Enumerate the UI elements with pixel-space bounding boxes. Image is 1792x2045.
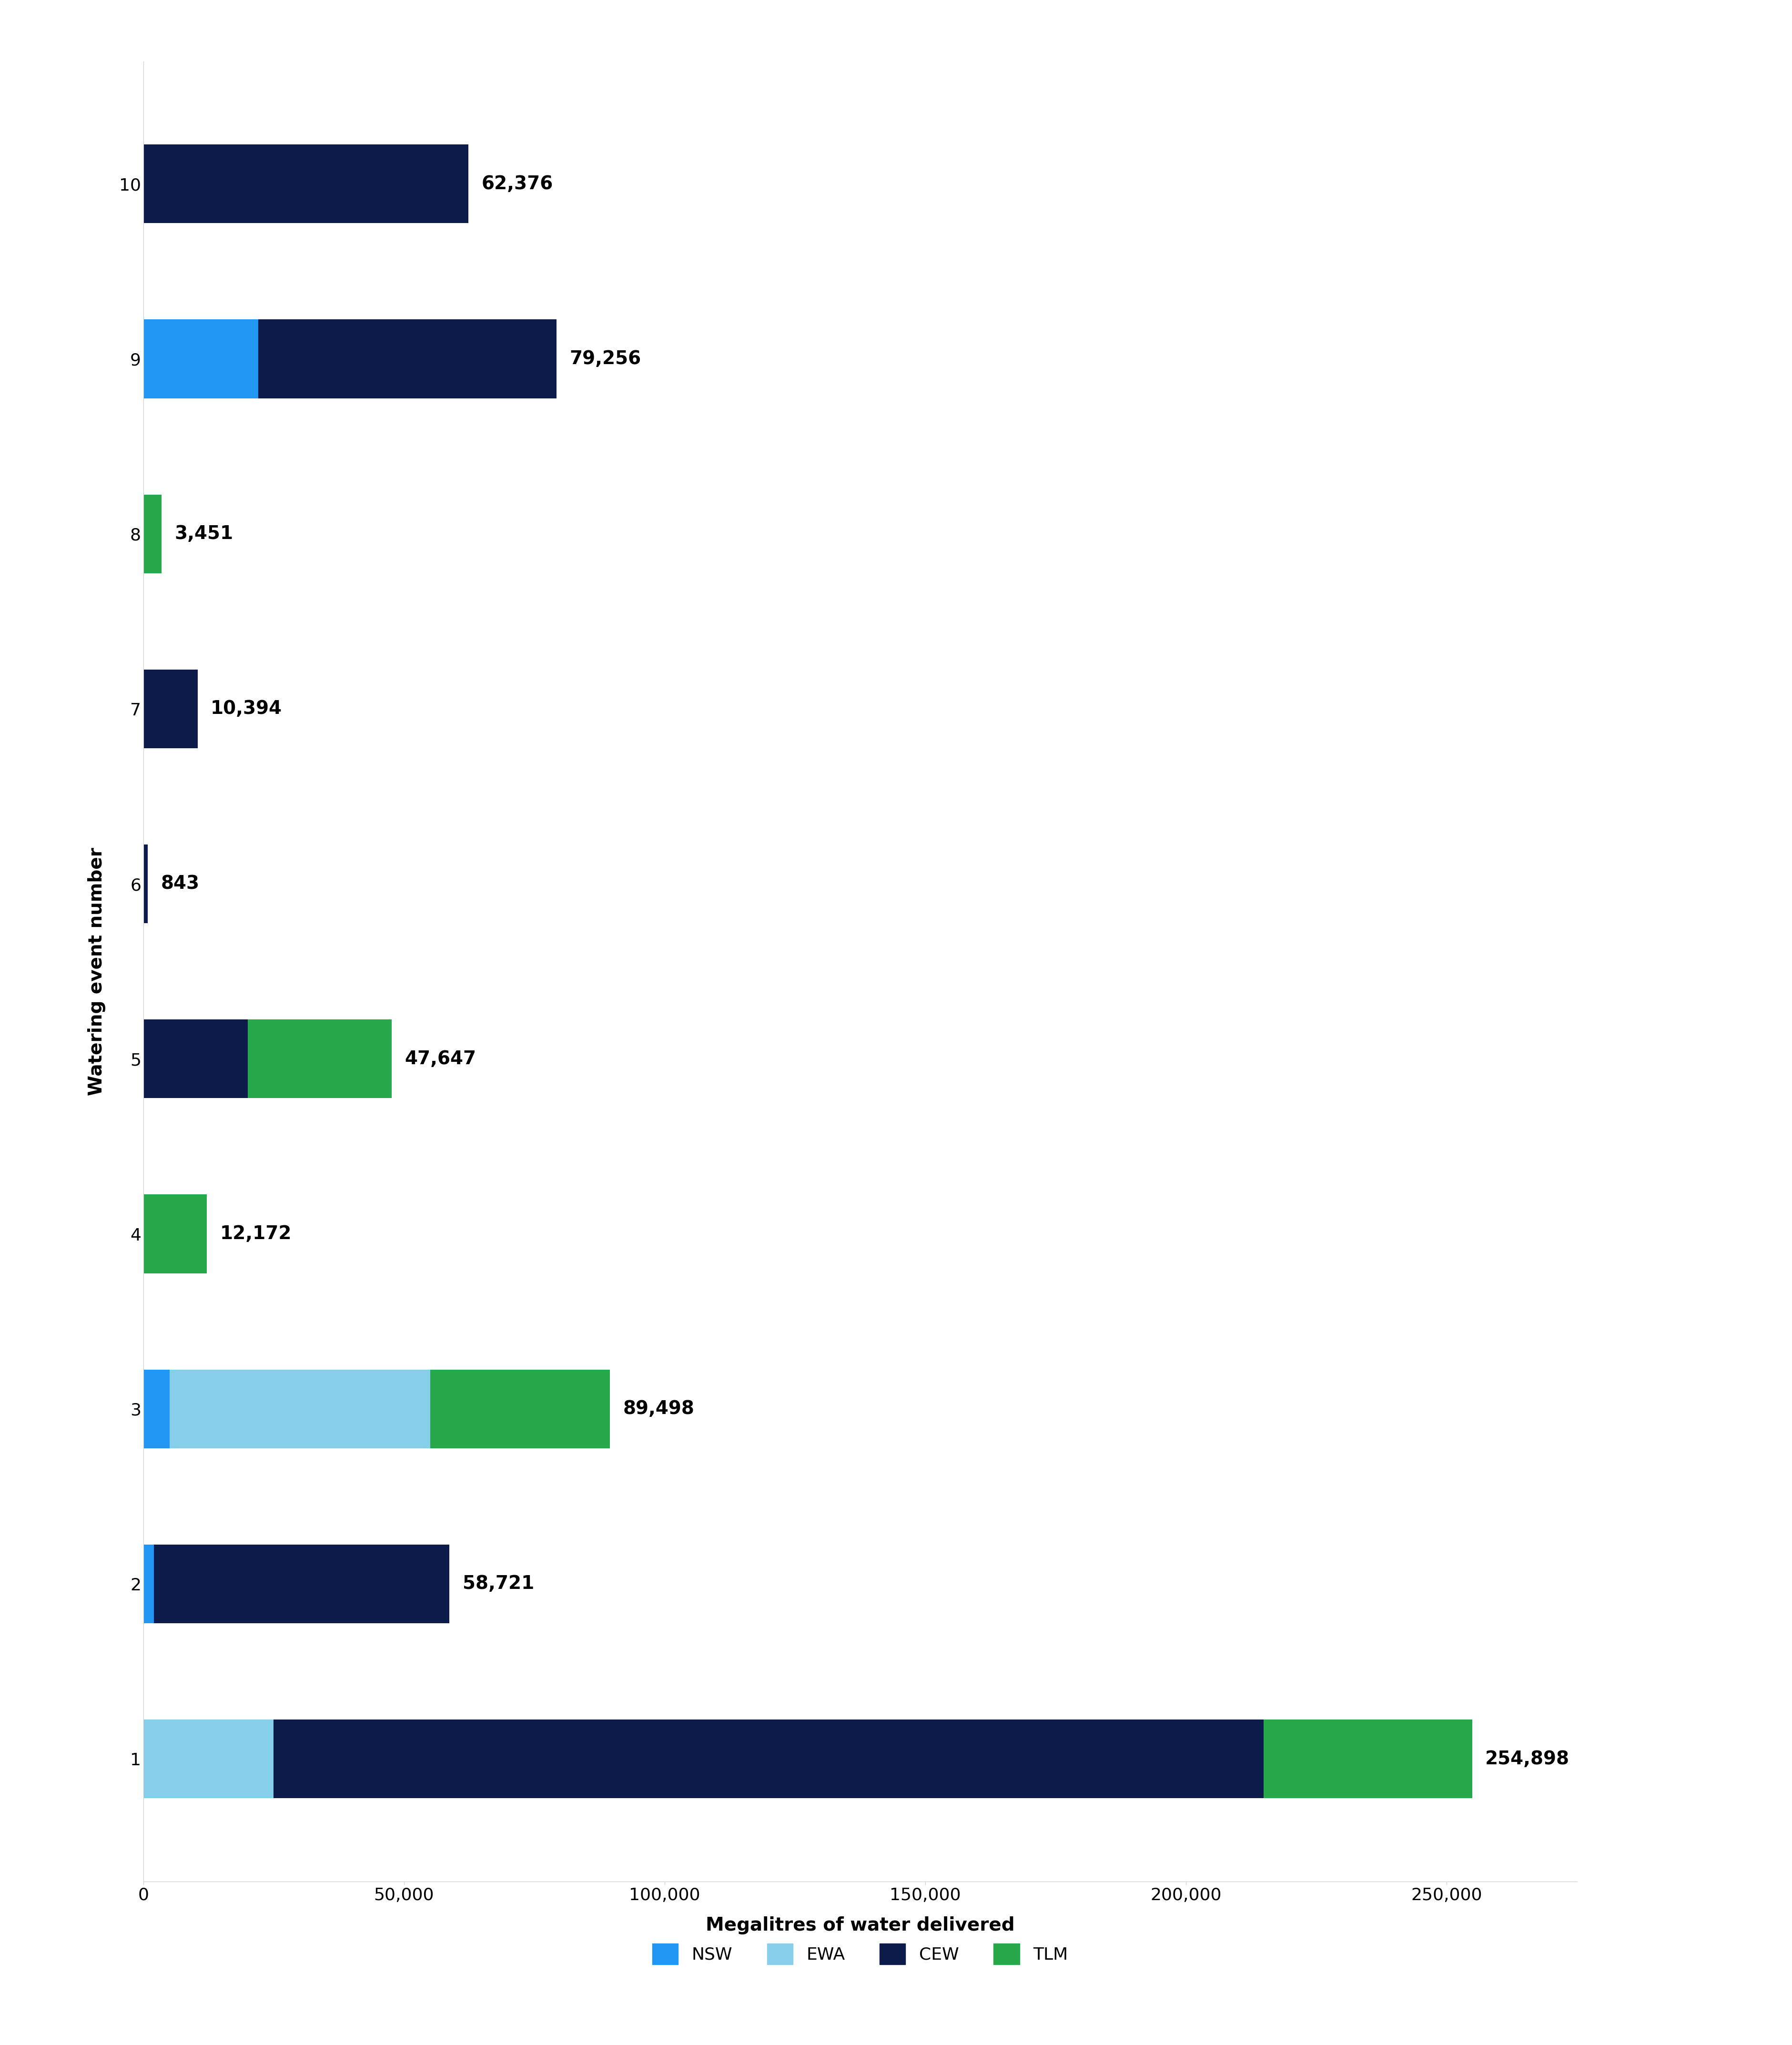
Bar xyxy=(247,1020,392,1098)
Bar xyxy=(143,845,147,922)
Text: 12,172: 12,172 xyxy=(220,1225,292,1243)
Text: 254,898: 254,898 xyxy=(1486,1751,1570,1769)
Text: 89,498: 89,498 xyxy=(624,1401,694,1417)
Bar xyxy=(274,1720,1263,1798)
Text: 843: 843 xyxy=(161,875,199,894)
Text: 58,721: 58,721 xyxy=(462,1575,534,1593)
Bar xyxy=(143,1720,274,1798)
Bar xyxy=(143,669,197,748)
Bar xyxy=(1263,1720,1473,1798)
Bar xyxy=(258,319,557,399)
Text: 47,647: 47,647 xyxy=(405,1049,477,1067)
Text: 3,451: 3,451 xyxy=(174,526,233,542)
Bar xyxy=(143,495,161,573)
Bar xyxy=(143,145,468,223)
Text: 62,376: 62,376 xyxy=(482,174,554,192)
Bar xyxy=(170,1370,430,1448)
Bar xyxy=(143,1544,154,1624)
Legend: NSW, EWA, CEW, TLM: NSW, EWA, CEW, TLM xyxy=(643,1935,1077,1973)
Text: 10,394: 10,394 xyxy=(211,699,281,718)
Bar xyxy=(154,1544,450,1624)
Bar xyxy=(143,1370,170,1448)
Bar xyxy=(143,1194,206,1274)
Bar xyxy=(430,1370,609,1448)
Bar xyxy=(143,1020,247,1098)
Text: 79,256: 79,256 xyxy=(570,350,642,368)
X-axis label: Megalitres of water delivered: Megalitres of water delivered xyxy=(706,1916,1014,1935)
Y-axis label: Watering event number: Watering event number xyxy=(88,847,106,1096)
Bar xyxy=(143,319,258,399)
